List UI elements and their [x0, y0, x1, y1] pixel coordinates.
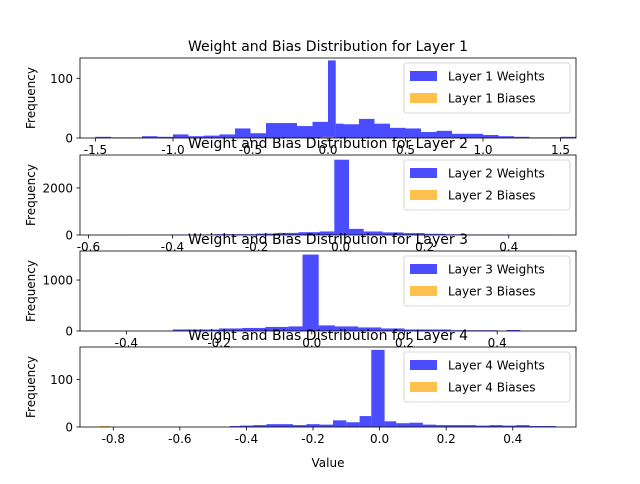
y-tick-label: 1000 — [42, 274, 73, 288]
subplot-title: Weight and Bias Distribution for Layer 2 — [188, 136, 468, 152]
y-tick-label: 0 — [65, 325, 73, 339]
x-tick-label: 0.4 — [503, 432, 522, 446]
y-tick-label: 0 — [65, 229, 73, 243]
subplot-title: Weight and Bias Distribution for Layer 1 — [188, 39, 468, 55]
y-axis-label: Frequency — [24, 67, 38, 129]
legend-label-biases: Layer 4 Biases — [448, 381, 536, 395]
legend: Layer 1 Weights Layer 1 Biases — [404, 63, 570, 113]
legend-swatch-biases — [410, 286, 437, 296]
x-tick-label: -0.4 — [235, 432, 258, 446]
legend-swatch-biases — [410, 382, 437, 392]
weight-bar — [483, 135, 499, 138]
legend-label-biases: Layer 1 Biases — [448, 92, 536, 106]
y-tick-label: 0 — [65, 132, 73, 146]
x-tick-label: 0.2 — [437, 432, 456, 446]
weight-bar — [360, 416, 372, 427]
weight-bar — [334, 160, 349, 235]
weight-bar — [303, 255, 319, 331]
subplot-title: Weight and Bias Distribution for Layer 3 — [188, 232, 468, 248]
weight-bar — [306, 424, 319, 427]
y-tick-label: 2000 — [42, 181, 73, 195]
weight-bar — [385, 421, 397, 427]
x-tick-label: -0.4 — [161, 240, 184, 254]
weight-bar — [371, 350, 384, 427]
weight-bar — [333, 420, 346, 427]
x-tick-label: -0.2 — [301, 432, 324, 446]
legend-swatch-weights — [410, 71, 437, 81]
legend-swatch-weights — [410, 360, 437, 370]
x-tick-label: -0.6 — [168, 432, 191, 446]
weight-bar — [396, 423, 409, 427]
legend-label-biases: Layer 2 Biases — [448, 189, 536, 203]
legend-label-weights: Layer 2 Weights — [448, 167, 545, 181]
x-tick-label: 0.4 — [499, 240, 518, 254]
weight-bar — [410, 423, 423, 427]
y-tick-label: 0 — [65, 421, 73, 435]
legend: Layer 3 Weights Layer 3 Biases — [404, 256, 570, 306]
legend-label-weights: Layer 4 Weights — [448, 359, 545, 373]
y-axis-label: Frequency — [24, 356, 38, 418]
legend-swatch-biases — [410, 93, 437, 103]
weight-bar — [346, 422, 359, 427]
weight-bar — [328, 60, 336, 138]
x-tick-label: 0.0 — [370, 432, 389, 446]
y-tick-label: 100 — [50, 72, 73, 86]
y-axis-label: Frequency — [24, 260, 38, 322]
legend-swatch-biases — [410, 190, 437, 200]
subplot-title: Weight and Bias Distribution for Layer 4 — [188, 328, 468, 344]
y-axis-label: Frequency — [24, 164, 38, 226]
legend-swatch-weights — [410, 264, 437, 274]
x-axis-label: Value — [312, 456, 345, 470]
legend-label-weights: Layer 1 Weights — [448, 70, 545, 84]
weight-bar — [266, 424, 293, 427]
legend: Layer 2 Weights Layer 2 Biases — [404, 160, 570, 210]
weight-bar — [173, 134, 189, 138]
legend-swatch-weights — [410, 168, 437, 178]
legend-label-biases: Layer 3 Biases — [448, 285, 536, 299]
x-tick-label: -0.4 — [115, 336, 138, 350]
legend: Layer 4 Weights Layer 4 Biases — [404, 352, 570, 402]
y-tick-label: 100 — [50, 373, 73, 387]
legend-label-weights: Layer 3 Weights — [448, 263, 545, 277]
x-tick-label: 0.4 — [488, 336, 507, 350]
weight-bar — [468, 134, 484, 138]
x-tick-label: -0.8 — [102, 432, 125, 446]
